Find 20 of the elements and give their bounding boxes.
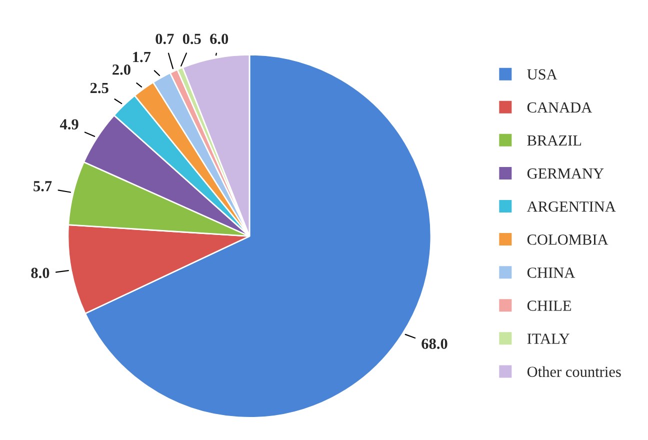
legend-label: ITALY: [527, 334, 570, 344]
data-label: 1.7: [133, 52, 151, 62]
legend-label: CANADA: [527, 102, 592, 113]
legend-label: BRAZIL: [527, 135, 582, 146]
legend-label: Other countries: [527, 366, 621, 377]
data-label: 68.0: [422, 338, 448, 350]
legend-label: COLOMBIA: [527, 234, 608, 245]
legend-label: USA: [527, 69, 558, 80]
legend-label: ARGENTINA: [526, 201, 616, 212]
data-label: 5.7: [34, 181, 52, 192]
data-label: 2.5: [90, 82, 108, 94]
data-label: 2.0: [112, 64, 130, 75]
data-label: 6.0: [210, 34, 228, 44]
legend-label: CHILE: [527, 300, 572, 311]
legend-label: GERMANY: [527, 168, 604, 179]
data-label: 0.7: [156, 34, 174, 44]
data-label: 0.5: [182, 34, 201, 44]
legend-label: CHINA: [527, 268, 576, 278]
data-label: 4.9: [60, 119, 78, 130]
data-label: 8.0: [31, 268, 50, 278]
